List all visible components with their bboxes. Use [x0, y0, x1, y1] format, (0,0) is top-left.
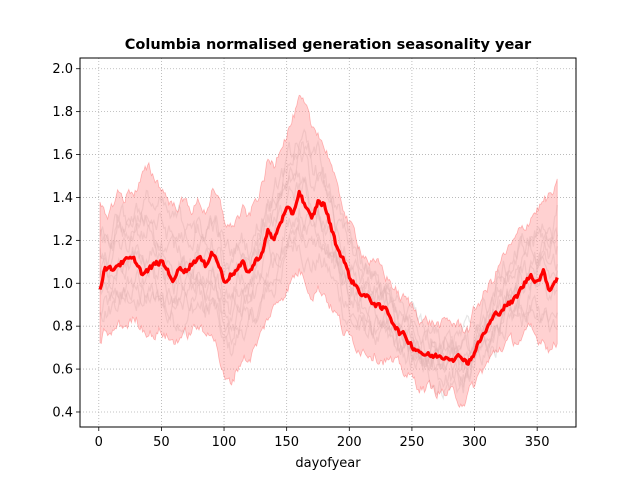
y-tick-label: 0.6 [52, 363, 73, 378]
x-axis-label: dayofyear [295, 456, 361, 471]
x-tick-label: 250 [400, 435, 425, 450]
y-tick-label: 1.8 [52, 105, 73, 120]
year-trace [99, 223, 558, 389]
x-tick-label: 300 [462, 435, 487, 450]
x-tick-label: 0 [95, 435, 103, 450]
year-trace [99, 139, 558, 359]
chart-title: Columbia normalised generation seasonali… [125, 37, 532, 53]
range-band [99, 94, 558, 409]
band-area [99, 94, 558, 409]
year-trace [99, 148, 558, 359]
x-tick-label: 150 [274, 435, 299, 450]
year-trace [99, 240, 558, 401]
x-tick-label: 350 [525, 435, 550, 450]
y-axis-ticks: 0.4 0.6 0.8 1.0 1.2 1.4 1.6 1.8 2.0 [52, 62, 80, 420]
x-tick-label: 50 [153, 435, 170, 450]
year-trace [99, 128, 558, 367]
x-tick-label: 100 [212, 435, 237, 450]
y-tick-label: 0.4 [52, 405, 73, 420]
year-trace [99, 208, 558, 374]
y-tick-label: 1.2 [52, 234, 73, 249]
y-tick-label: 0.8 [52, 320, 73, 335]
y-tick-label: 1.0 [52, 277, 73, 292]
x-axis-ticks: 0 50 100 150 200 250 300 350 [95, 427, 550, 450]
y-tick-label: 2.0 [52, 62, 73, 77]
mean-line [98, 189, 559, 366]
mean-series [98, 189, 559, 366]
y-tick-label: 1.4 [52, 191, 73, 206]
y-tick-label: 1.6 [52, 148, 73, 163]
plot-frame [79, 57, 577, 428]
x-tick-label: 200 [337, 435, 362, 450]
